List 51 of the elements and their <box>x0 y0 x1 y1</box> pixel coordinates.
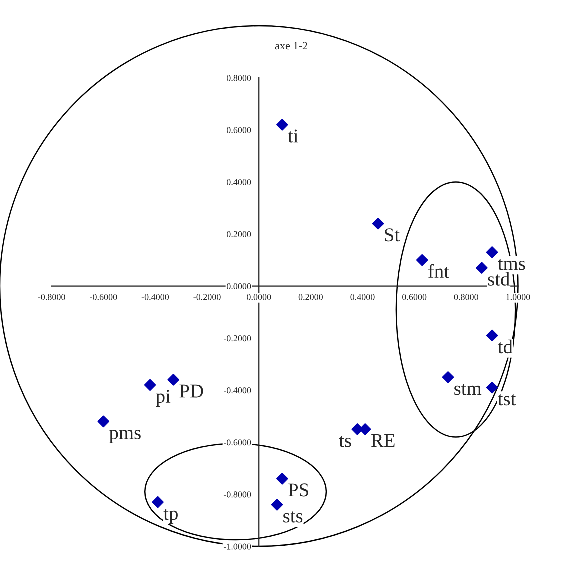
x-tick-label: -0.4000 <box>142 294 170 300</box>
point <box>168 374 180 386</box>
y-tick-label: -0.8000 <box>224 492 252 498</box>
point <box>476 262 488 274</box>
x-tick-label: 0.4000 <box>350 294 375 300</box>
series-label: RE <box>371 434 395 448</box>
y-tick-label: -0.2000 <box>224 335 252 342</box>
x-tick-label: -0.8000 <box>38 294 66 300</box>
series-label: tp <box>164 509 178 524</box>
series-label: sts <box>284 512 303 523</box>
series-label: stm <box>454 384 482 396</box>
series-label: ti <box>288 130 298 143</box>
point <box>144 379 156 392</box>
point <box>372 218 384 230</box>
point <box>486 382 498 394</box>
y-tick-label: 0.6000 <box>226 127 252 134</box>
x-tick-label: 0.0000 <box>247 294 272 300</box>
point <box>486 330 498 342</box>
series-label: pi <box>156 390 171 407</box>
point <box>276 119 288 131</box>
y-tick-label: -1.0000 <box>224 544 252 550</box>
text: axe 1-2 <box>275 42 308 50</box>
point <box>276 473 288 485</box>
series-label: fnt <box>428 264 450 278</box>
point <box>152 496 164 508</box>
series-label: tst <box>498 394 516 406</box>
point <box>416 254 428 266</box>
y-tick-label: 0.8000 <box>226 75 252 82</box>
series-label: tms <box>498 259 526 270</box>
y-tick-label: -0.4000 <box>224 388 252 394</box>
series-label: St <box>385 228 400 242</box>
series-label: std <box>488 272 510 286</box>
x-tick-label: 0.8000 <box>454 294 478 300</box>
series-label: PD <box>180 384 204 398</box>
series-label: ts <box>339 436 352 448</box>
series-label: td <box>498 340 513 354</box>
x-tick-label: 0.2000 <box>298 294 323 300</box>
x-tick-label: 1.0000 <box>506 294 530 300</box>
y-tick-label: 0.2000 <box>226 231 252 238</box>
y-tick-label: 0.0000 <box>226 283 252 290</box>
x-tick-label: 0.6000 <box>402 294 427 300</box>
series-label: PS <box>288 484 308 497</box>
point <box>486 246 498 258</box>
x-tick-label: -0.2000 <box>194 294 221 300</box>
point <box>271 499 284 511</box>
point <box>442 371 454 384</box>
series-label: pms <box>110 430 141 444</box>
y-tick-label: -0.6000 <box>224 440 252 446</box>
y-tick-label: 0.4000 <box>226 179 252 186</box>
x-tick-label: -0.6000 <box>90 294 118 300</box>
point <box>98 416 110 428</box>
